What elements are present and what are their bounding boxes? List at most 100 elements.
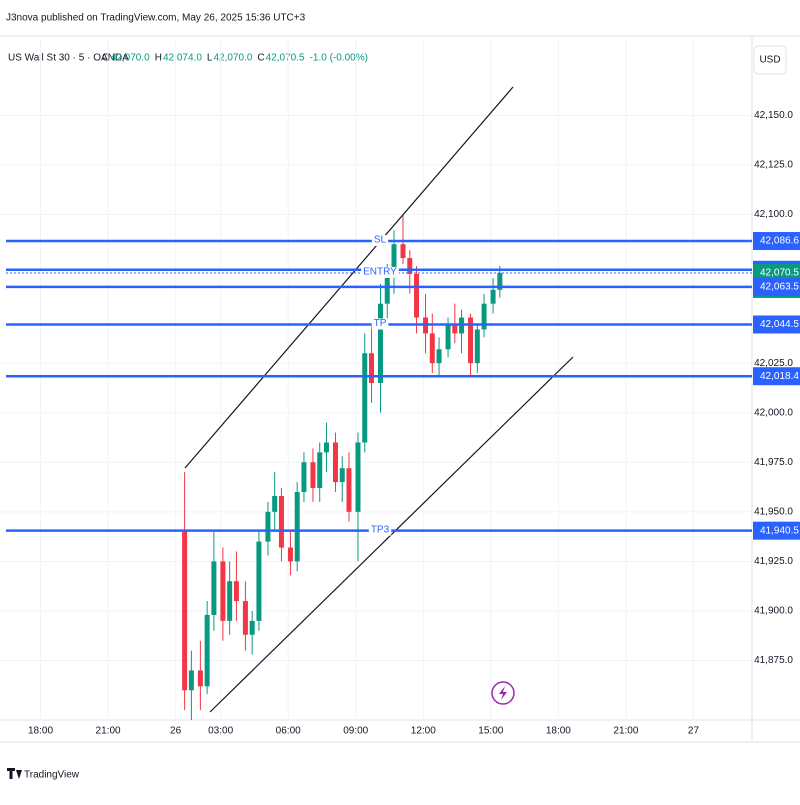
- currency-button[interactable]: [753, 45, 787, 75]
- price-badge: [753, 315, 800, 334]
- level-label-bg: [371, 318, 389, 330]
- candle-body: [204, 614, 210, 687]
- level-label-bg: [368, 524, 392, 536]
- y-tick-label: 41,875.0: [754, 655, 793, 666]
- candle-body: [391, 244, 397, 278]
- y-tick-label: 42,025.0: [754, 358, 793, 369]
- x-tick-label: 21:00: [96, 726, 121, 737]
- logo-icon: [7, 768, 22, 779]
- ohlc-value: 42,070.0: [213, 53, 252, 64]
- ohlc-key: L: [207, 53, 213, 64]
- candle-body: [227, 581, 233, 621]
- price-badge: [753, 232, 800, 251]
- y-tick-label: 42,150.0: [754, 110, 793, 121]
- price-badge-label: 42,070.5: [760, 268, 799, 279]
- x-tick-label: 12:00: [411, 726, 436, 737]
- x-tick-label: 06:00: [276, 726, 301, 737]
- level-label: TP3: [371, 524, 390, 535]
- candle-body: [332, 442, 338, 483]
- y-tick-label: 42,000.0: [754, 407, 793, 418]
- candle-body: [368, 353, 374, 383]
- y-tick-label: 41,950.0: [754, 506, 793, 517]
- price-levels: SL42,086.642,072.1ENTRY42,070.503:5942,0…: [6, 232, 800, 540]
- candle-body: [414, 273, 420, 318]
- x-tick-label: 18:00: [28, 726, 53, 737]
- x-tick-label: 18:00: [546, 726, 571, 737]
- level-label: SL: [374, 235, 387, 246]
- y-tick-label: 41,975.0: [754, 457, 793, 468]
- price-badge: [753, 367, 800, 386]
- candle-body: [294, 492, 300, 562]
- candle-body: [317, 452, 323, 489]
- x-tick-label: 21:00: [613, 726, 638, 737]
- candle-body: [249, 620, 255, 635]
- candle-body: [339, 468, 345, 483]
- ohlc-key: O: [102, 53, 110, 64]
- candle-body: [346, 468, 352, 512]
- symbol: US Wall St 30 · 5 · OANDA: [8, 53, 129, 64]
- candle-body: [278, 495, 284, 548]
- candle-body: [452, 323, 458, 334]
- candle-body: [301, 462, 307, 493]
- candle-body: [362, 353, 368, 443]
- candle-body: [242, 601, 248, 635]
- price-badge-label: 42,018.4: [760, 371, 799, 382]
- candle-body: [468, 317, 474, 364]
- level-label-bg: [361, 266, 399, 278]
- candle-body: [445, 323, 451, 350]
- candle-body: [265, 511, 271, 542]
- level-label: ENTRY: [363, 267, 397, 278]
- brand: TradingView: [24, 770, 80, 781]
- y-tick-label: 42,125.0: [754, 160, 793, 171]
- level-label-bg: [371, 235, 389, 247]
- candle-body: [287, 547, 293, 562]
- candle-body: [211, 561, 217, 615]
- price-badge-label: 42,063.5: [760, 281, 799, 292]
- candle-body: [407, 258, 413, 274]
- y-tick-label: 41,925.0: [754, 556, 793, 567]
- candle-body: [323, 442, 329, 453]
- candle-body: [400, 244, 406, 259]
- plot: [182, 214, 503, 720]
- x-tick-label: 26: [170, 726, 182, 737]
- candle-body: [384, 277, 390, 304]
- price-badge: [753, 521, 800, 540]
- x-tick-label: 15:00: [478, 726, 503, 737]
- candle-body: [355, 442, 361, 512]
- candle-body: [182, 531, 188, 691]
- currency: USD: [759, 55, 780, 66]
- ohlc-value: 42,070.5: [266, 53, 305, 64]
- candle-body: [481, 303, 487, 330]
- candle-body: [497, 272, 503, 290]
- candle-body: [474, 329, 480, 364]
- price-badge-label: 41,940.5: [760, 525, 799, 536]
- x-tick-label: 27: [688, 726, 700, 737]
- candle-body: [310, 462, 316, 489]
- lightning: [499, 686, 507, 700]
- change: -1.0 (-0.00%): [310, 53, 368, 64]
- candle-body: [378, 303, 384, 383]
- candle-body: [490, 289, 496, 304]
- ohlc-value: 42,070.0: [111, 53, 150, 64]
- level-label: TP: [374, 318, 387, 329]
- attribution: J3nova published on TradingView.com, May…: [6, 13, 306, 24]
- price-badge: [753, 277, 800, 296]
- y-tick-label: 41,900.0: [754, 606, 793, 617]
- ohlc-key: C: [257, 53, 264, 64]
- ohlc-value: 42,074.0: [163, 53, 202, 64]
- channel-upper: [184, 86, 514, 469]
- candle-body: [197, 670, 203, 687]
- price-badge-label: 42,044.5: [760, 319, 799, 330]
- candle-body: [220, 561, 226, 621]
- candle-body: [188, 670, 194, 691]
- x-tick-label: 03:00: [208, 726, 233, 737]
- price-badge-label: 42,086.6: [760, 236, 799, 247]
- candle-body: [256, 541, 262, 621]
- candle-body: [429, 333, 435, 364]
- ohlc-key: H: [155, 53, 162, 64]
- ohlc-legend: O 42,070.0 H 42,074.0 L 42,070.0 C 42,070.5 -1.0…: [102, 53, 368, 64]
- y-tick-label: 42,100.0: [754, 209, 793, 220]
- channel-lower: [209, 356, 574, 713]
